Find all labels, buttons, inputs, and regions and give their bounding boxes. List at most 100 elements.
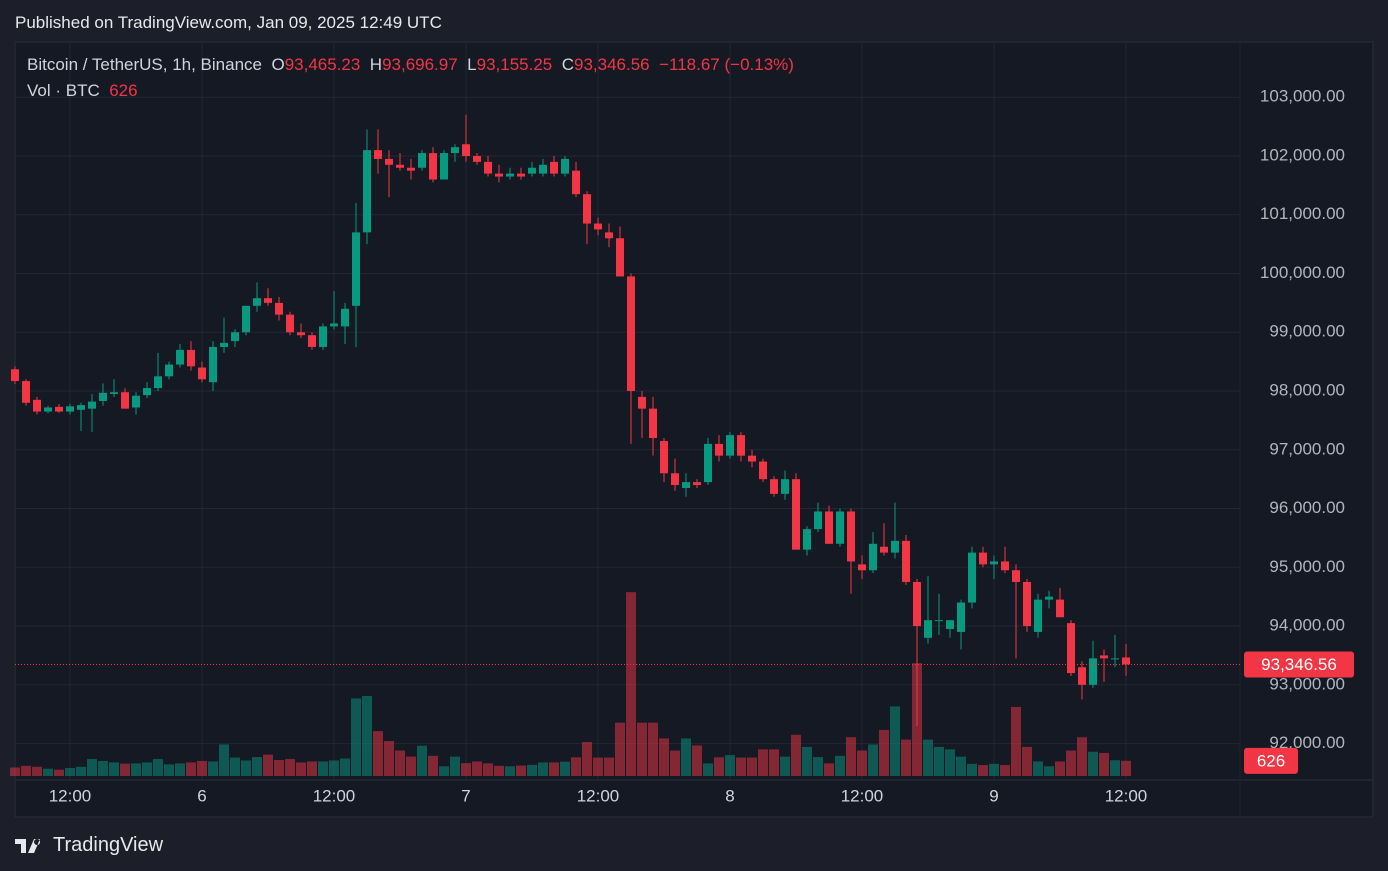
- candle-body: [858, 564, 866, 571]
- volume-bar: [791, 734, 801, 776]
- volume-bar: [846, 737, 856, 776]
- y-tick-label: 95,000.00: [1269, 557, 1345, 576]
- candle-body: [561, 158, 569, 174]
- volume-bar: [1099, 752, 1109, 776]
- volume-bar: [175, 763, 185, 776]
- candle-body: [506, 173, 514, 177]
- candle-body: [990, 561, 998, 565]
- volume-bar: [879, 729, 889, 776]
- candle-body: [979, 552, 987, 565]
- volume-bar: [406, 756, 416, 776]
- y-tick-label: 99,000.00: [1269, 322, 1345, 341]
- y-tick-label: 98,000.00: [1269, 381, 1345, 400]
- volume-bar: [428, 755, 438, 776]
- volume-bar: [1055, 761, 1065, 776]
- volume-bar: [263, 754, 273, 776]
- change-value: −118.67 (−0.13%): [659, 55, 794, 74]
- low-value: 93,155.25: [476, 55, 553, 74]
- volume-bar: [219, 744, 229, 776]
- y-tick-label: 93,000.00: [1269, 674, 1345, 693]
- candle-body: [935, 620, 943, 622]
- candle-body: [308, 335, 316, 347]
- candle-body: [803, 529, 811, 550]
- volume-bar: [362, 695, 372, 776]
- candle-body: [242, 305, 250, 333]
- volume-bar: [835, 755, 845, 776]
- volume-bar: [692, 745, 702, 776]
- published-note: Published on TradingView.com, Jan 09, 20…: [15, 13, 442, 32]
- volume-bar: [681, 738, 691, 776]
- candle-body: [869, 543, 877, 571]
- y-tick-label: 97,000.00: [1269, 439, 1345, 458]
- last-volume-tag: [1244, 747, 1298, 774]
- volume-bar: [670, 750, 680, 776]
- volume-bar: [582, 742, 592, 776]
- candle-body: [429, 153, 437, 180]
- candle-body: [22, 381, 30, 403]
- candle-body: [759, 461, 767, 480]
- volume-bar: [32, 766, 42, 776]
- volume-bar: [857, 750, 867, 776]
- candle-body: [132, 395, 140, 408]
- candle-body: [264, 298, 272, 303]
- brand: TradingView: [53, 834, 164, 856]
- footer: TradingView: [15, 834, 163, 857]
- candle-body: [572, 170, 580, 195]
- candle-body: [726, 435, 734, 456]
- volume-bar: [340, 758, 350, 776]
- candle-body: [1122, 657, 1130, 665]
- candle-body: [616, 238, 624, 277]
- volume-bar: [373, 731, 383, 776]
- volume-bar: [98, 760, 108, 776]
- volume-bar: [153, 759, 163, 776]
- candle-body: [209, 346, 217, 383]
- candle-body: [770, 479, 778, 494]
- volume-bar: [252, 757, 262, 776]
- volume-bar: [1066, 750, 1076, 776]
- candle-body: [880, 546, 888, 553]
- candle-body: [924, 620, 932, 638]
- candle-body: [473, 155, 481, 162]
- candle-body: [957, 602, 965, 632]
- candle-body: [44, 407, 52, 412]
- candle-body: [451, 147, 459, 154]
- volume-bar: [1121, 760, 1131, 776]
- candle-body: [748, 455, 756, 462]
- candle-body: [407, 167, 415, 171]
- candle-body: [275, 302, 283, 315]
- candle-body: [231, 332, 239, 342]
- y-tick-label: 102,000.00: [1260, 145, 1345, 164]
- volume-bar: [120, 763, 130, 776]
- volume-bar: [186, 762, 196, 776]
- volume-bar: [714, 757, 724, 776]
- volume-bar: [615, 722, 625, 776]
- candle-body: [220, 342, 228, 347]
- candle-body: [1100, 655, 1108, 659]
- candle-body: [1111, 658, 1119, 660]
- candle-body: [341, 308, 349, 327]
- close-value: 93,346.56: [574, 55, 650, 74]
- candle-body: [187, 349, 195, 367]
- volume-bar: [648, 722, 658, 776]
- volume-bar: [351, 698, 361, 776]
- volume-bar: [516, 765, 526, 776]
- low-key: L: [467, 55, 477, 74]
- volume-bar: [1044, 766, 1054, 776]
- volume-bar: [725, 755, 735, 776]
- candle-body: [66, 406, 74, 412]
- candle-body: [825, 511, 833, 544]
- candle-body: [385, 158, 393, 165]
- volume-bar: [527, 764, 537, 776]
- volume-bar: [197, 760, 207, 776]
- candle-body: [55, 406, 63, 412]
- volume-bar: [21, 765, 31, 776]
- candle-body: [352, 232, 360, 306]
- volume-bar: [802, 746, 812, 776]
- volume-bar: [230, 757, 240, 776]
- candle-body: [847, 511, 855, 562]
- logo: [15, 838, 41, 853]
- volume-bar: [164, 764, 174, 776]
- ohlc-legend: Bitcoin / TetherUS, 1h, Binance O 93,465.…: [27, 55, 794, 75]
